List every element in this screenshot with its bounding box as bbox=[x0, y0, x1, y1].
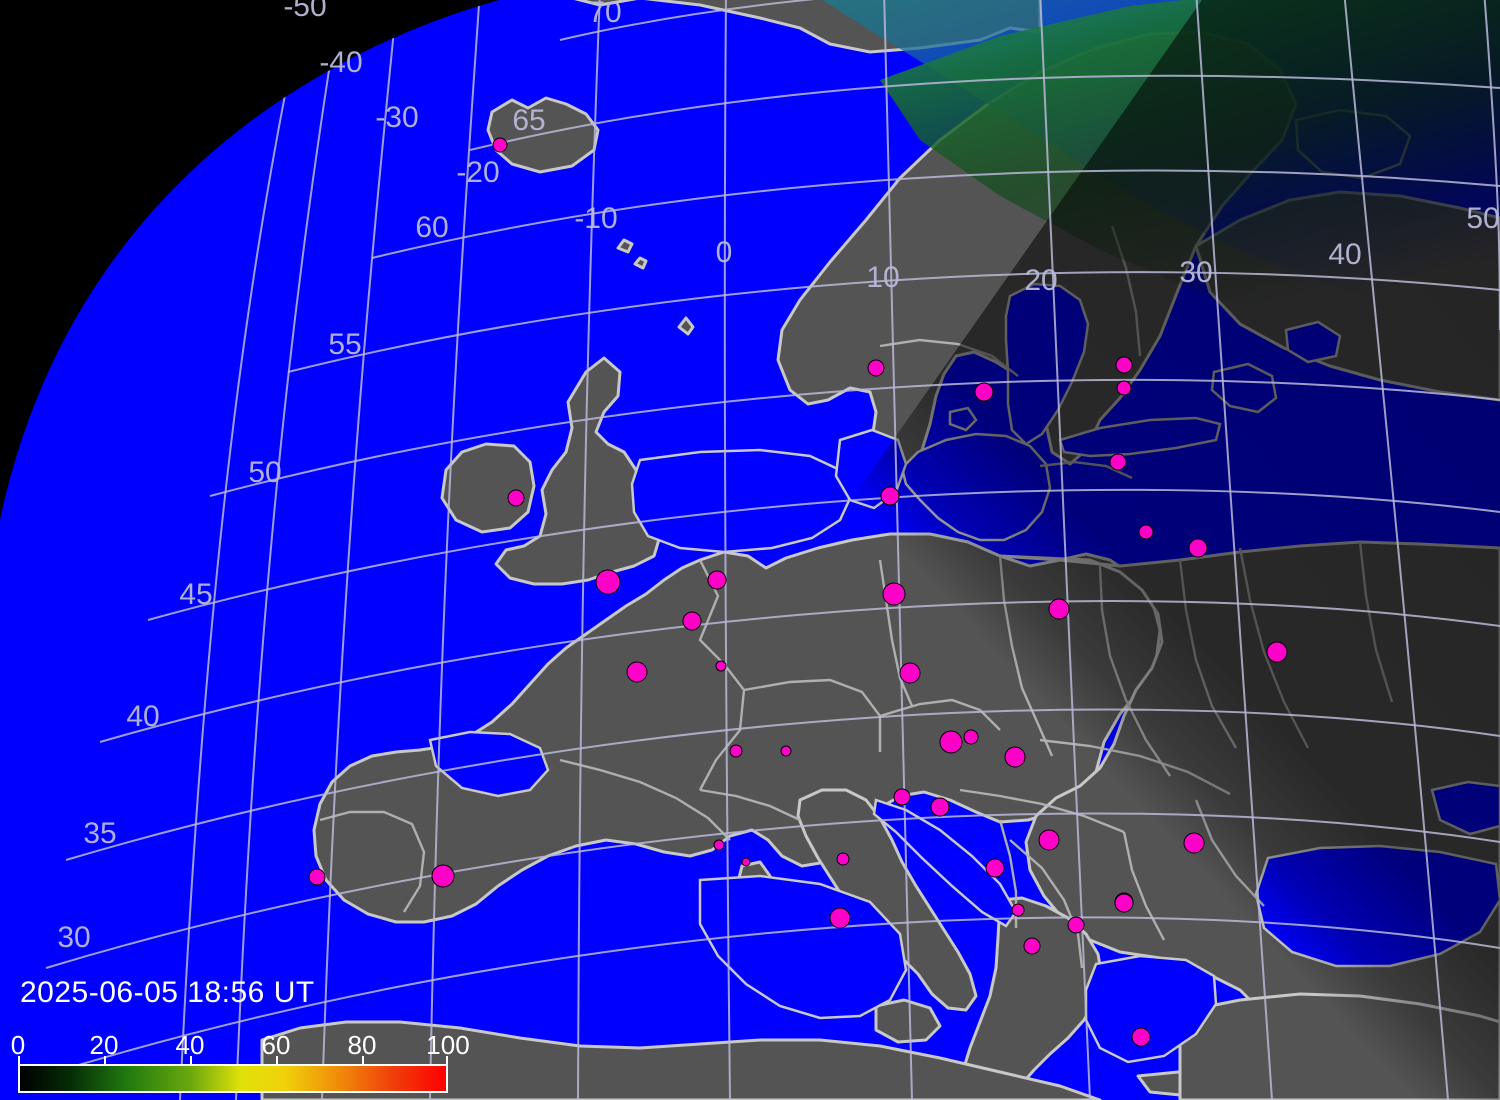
city-marker[interactable] bbox=[431, 864, 455, 888]
colorbar-tick-label: 0 bbox=[10, 1030, 26, 1060]
colorbar-tick bbox=[446, 1056, 448, 1064]
graticule-label-lon: 40 bbox=[1328, 238, 1361, 271]
colorbar-legend: 0 20 40 60 80 100 bbox=[11, 1030, 470, 1093]
graticule-label-lat: 70 bbox=[588, 0, 621, 29]
city-marker[interactable] bbox=[626, 661, 648, 683]
city-marker[interactable] bbox=[829, 907, 851, 929]
city-marker[interactable] bbox=[899, 662, 921, 684]
graticule-label-lon: 10 bbox=[866, 261, 899, 294]
city-marker[interactable] bbox=[682, 611, 702, 631]
graticule-label-lat: 55 bbox=[328, 328, 361, 361]
city-marker[interactable] bbox=[715, 660, 727, 672]
city-marker[interactable] bbox=[492, 137, 508, 153]
colorbar-tick-marks bbox=[18, 1056, 448, 1064]
colorbar-tick-label: 40 bbox=[175, 1030, 205, 1060]
city-marker[interactable] bbox=[1109, 453, 1127, 471]
colorbar-tick-label: 60 bbox=[261, 1030, 291, 1060]
city-marker[interactable] bbox=[595, 569, 621, 595]
graticule-label-lat: 35 bbox=[83, 817, 116, 850]
city-marker[interactable] bbox=[1115, 356, 1133, 374]
city-marker[interactable] bbox=[1188, 538, 1208, 558]
graticule-label-lon: -50 bbox=[283, 0, 326, 23]
colorbar-tick bbox=[18, 1056, 20, 1064]
city-marker[interactable] bbox=[1114, 893, 1134, 913]
graticule-label-lat: 60 bbox=[415, 211, 448, 244]
timestamp-label: 2025-06-05 18:56 UT bbox=[20, 976, 315, 1009]
city-marker[interactable] bbox=[1266, 641, 1288, 663]
colorbar-tick-label: 100 bbox=[426, 1030, 470, 1060]
colorbar-tick bbox=[104, 1056, 106, 1064]
graticule-label-lat: 45 bbox=[179, 578, 212, 611]
city-marker[interactable] bbox=[780, 745, 792, 757]
city-marker[interactable] bbox=[741, 857, 751, 867]
city-marker[interactable] bbox=[939, 730, 963, 754]
city-marker[interactable] bbox=[1038, 829, 1060, 851]
graticule-label-lon: 50 bbox=[1466, 202, 1499, 235]
city-marker[interactable] bbox=[1131, 1027, 1151, 1047]
city-marker[interactable] bbox=[1138, 524, 1154, 540]
city-marker[interactable] bbox=[1004, 746, 1026, 768]
terminator-night-shading bbox=[430, 0, 1500, 1100]
colorbar-tick-label: 80 bbox=[347, 1030, 377, 1060]
graticule-label-lon: 30 bbox=[1179, 256, 1212, 289]
colorbar-tick bbox=[362, 1056, 364, 1064]
graticule-label-lat: 50 bbox=[248, 456, 281, 489]
city-marker[interactable] bbox=[893, 788, 911, 806]
city-marker[interactable] bbox=[882, 582, 906, 606]
city-marker[interactable] bbox=[707, 570, 727, 590]
graticule-label-lon: -40 bbox=[319, 46, 362, 79]
graticule-label-lon: 0 bbox=[716, 236, 733, 269]
city-marker[interactable] bbox=[930, 797, 950, 817]
city-marker[interactable] bbox=[308, 868, 326, 886]
colorbar-tick-labels: 0 20 40 60 80 100 bbox=[11, 1030, 470, 1060]
city-marker[interactable] bbox=[963, 729, 979, 745]
graticule-label-lon: -10 bbox=[574, 202, 617, 235]
graticule-label-lon: 20 bbox=[1024, 264, 1057, 297]
colorbar-gradient bbox=[18, 1064, 448, 1093]
city-marker[interactable] bbox=[974, 382, 994, 402]
graticule-label-lon: -20 bbox=[456, 156, 499, 189]
colorbar-tick bbox=[190, 1056, 192, 1064]
city-marker[interactable] bbox=[1183, 832, 1205, 854]
city-marker[interactable] bbox=[985, 858, 1005, 878]
graticule-label-layer: -50 -40 -30 -20 -10 0 10 20 30 40 50 70 65 60 55 50 45 40… bbox=[57, 0, 1499, 954]
graticule-meridians bbox=[179, 0, 1500, 1100]
graticule-label-lat: 40 bbox=[126, 700, 159, 733]
graticule-parallels bbox=[35, 0, 1500, 1079]
city-marker[interactable] bbox=[1023, 937, 1041, 955]
city-marker[interactable] bbox=[867, 359, 885, 377]
graticule-label-lat: 65 bbox=[512, 104, 545, 137]
city-marker[interactable] bbox=[1048, 598, 1070, 620]
city-marker[interactable] bbox=[1067, 916, 1085, 934]
city-marker[interactable] bbox=[507, 489, 525, 507]
city-marker[interactable] bbox=[729, 744, 743, 758]
graticule-label-lon: -30 bbox=[375, 101, 418, 134]
colorbar-tick-label: 20 bbox=[89, 1030, 119, 1060]
city-marker[interactable] bbox=[1116, 380, 1132, 396]
city-marker[interactable] bbox=[836, 852, 850, 866]
city-marker[interactable] bbox=[713, 839, 725, 851]
city-marker-layer[interactable] bbox=[308, 137, 1288, 1047]
city-marker[interactable] bbox=[880, 486, 900, 506]
graticule-label-lat: 30 bbox=[57, 921, 90, 954]
city-marker[interactable] bbox=[1011, 903, 1025, 917]
colorbar-tick bbox=[276, 1056, 278, 1064]
